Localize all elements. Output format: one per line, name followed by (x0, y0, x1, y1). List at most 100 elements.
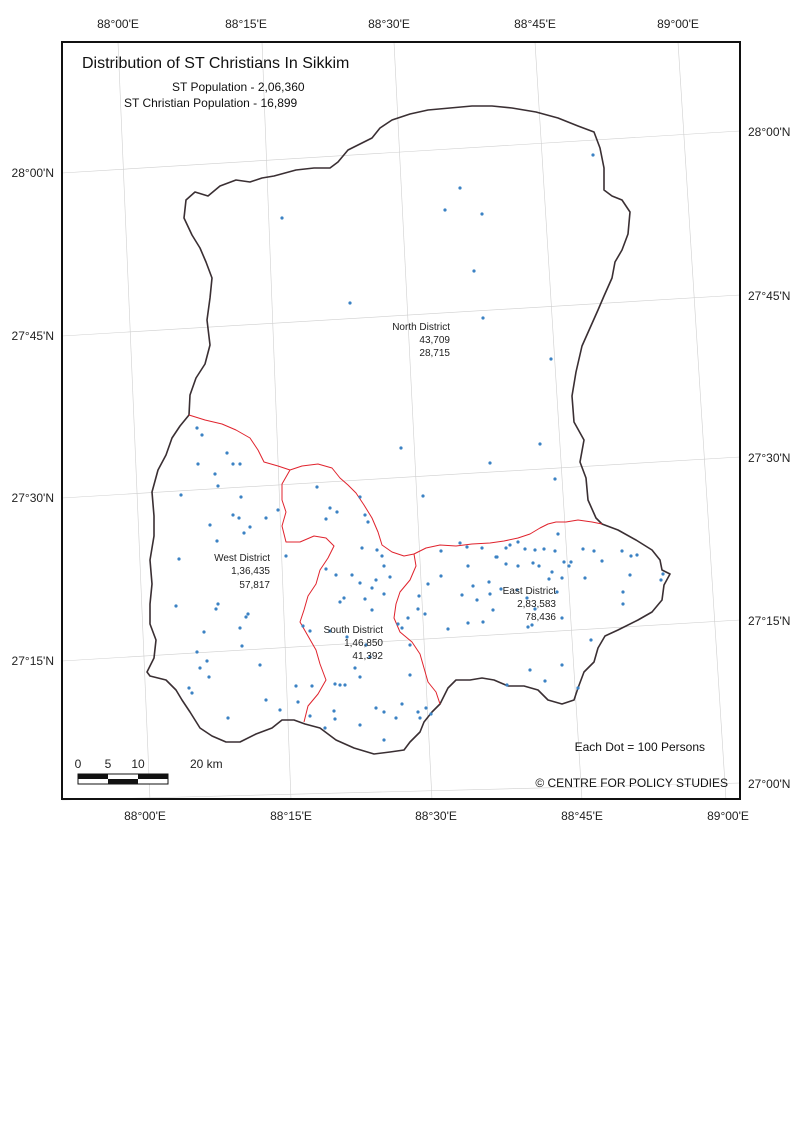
population-dot (661, 572, 665, 576)
scale-bar: 0 5 10 20 km (75, 757, 223, 785)
population-dot (358, 495, 362, 499)
population-dot (380, 554, 384, 558)
population-dot (542, 547, 546, 551)
district-population: 43,709 (419, 335, 450, 346)
population-dot (366, 520, 370, 524)
district-name: North District (392, 322, 450, 333)
population-dot (396, 622, 400, 626)
grid-line (61, 782, 741, 801)
population-dot (216, 484, 220, 488)
population-dot (195, 650, 199, 654)
population-dot (258, 663, 262, 667)
population-dot (264, 516, 268, 520)
population-dot (348, 301, 352, 305)
population-dot (439, 549, 443, 553)
population-dot (537, 564, 541, 568)
population-dot (382, 592, 386, 596)
population-dot (323, 726, 327, 730)
population-dot (196, 462, 200, 466)
district-name: East District (503, 586, 557, 597)
population-dot (345, 635, 349, 639)
population-dot (600, 559, 604, 563)
population-dot (350, 573, 354, 577)
population-dot (523, 547, 527, 551)
district-name: South District (324, 625, 384, 636)
christian-population-dots (174, 153, 665, 742)
grid-line (677, 41, 727, 801)
scale-label: 10 (131, 757, 145, 771)
population-dot (208, 523, 212, 527)
population-dot (214, 607, 218, 611)
population-dot (418, 716, 422, 720)
population-dot (629, 554, 633, 558)
population-dot (508, 543, 512, 547)
district-population: 1,36,435 (231, 566, 270, 577)
population-dot (195, 426, 199, 430)
population-dot (358, 581, 362, 585)
population-dot (213, 472, 217, 476)
population-dot (481, 620, 485, 624)
population-dot (458, 541, 462, 545)
population-dot (423, 612, 427, 616)
population-dot (466, 621, 470, 625)
population-dot (179, 493, 183, 497)
population-dot (248, 525, 252, 529)
credit-text: © CENTRE FOR POLICY STUDIES (535, 776, 728, 790)
grid-line (61, 294, 741, 337)
population-dot (550, 570, 554, 574)
boundary-north-west (188, 414, 415, 557)
population-dot (238, 462, 242, 466)
population-dot (363, 597, 367, 601)
district-label-west: West District 1,36,435 57,817 (214, 553, 270, 591)
population-dot (562, 560, 566, 564)
population-dot (481, 316, 485, 320)
population-dot (533, 607, 537, 611)
population-dot (382, 738, 386, 742)
dot-legend: Each Dot = 100 Persons (575, 740, 705, 754)
population-dot (531, 561, 535, 565)
bottom-tick-label: 88°30'E (415, 809, 457, 823)
population-dot (324, 517, 328, 521)
population-dot (308, 714, 312, 718)
map-frame (61, 41, 741, 800)
population-dot (202, 630, 206, 634)
population-dot (294, 684, 298, 688)
scale-bar-segment (138, 774, 168, 779)
scale-label: 0 (75, 757, 82, 771)
population-dot (301, 624, 305, 628)
population-dot (576, 686, 580, 690)
population-dot (480, 546, 484, 550)
boundary-north-east (413, 519, 603, 555)
population-dot (358, 675, 362, 679)
right-tick-label: 27°15'N (748, 614, 790, 628)
population-dot (475, 598, 479, 602)
population-dot (333, 682, 337, 686)
population-dot (374, 578, 378, 582)
population-dot (216, 602, 220, 606)
population-dot (465, 545, 469, 549)
population-dot (328, 629, 332, 633)
scale-bar-segment (108, 779, 138, 784)
population-dot (526, 625, 530, 629)
population-dot (278, 708, 282, 712)
population-dot (338, 683, 342, 687)
right-tick-label: 27°45'N (748, 289, 790, 303)
population-dot (239, 495, 243, 499)
population-dot (174, 604, 178, 608)
population-dot (296, 700, 300, 704)
district-christians: 28,715 (419, 348, 450, 359)
grid-line (61, 130, 741, 174)
population-dot (560, 576, 564, 580)
population-dot (659, 578, 663, 582)
population-dot (333, 717, 337, 721)
bottom-tick-label: 88°00'E (124, 809, 166, 823)
map-title: Distribution of ST Christians In Sikkim (82, 55, 349, 72)
population-dot (198, 666, 202, 670)
population-dot (338, 600, 342, 604)
population-dot (505, 683, 509, 687)
population-dot (400, 702, 404, 706)
population-dot (504, 546, 508, 550)
population-dot (556, 532, 560, 536)
bottom-tick-label: 88°45'E (561, 809, 603, 823)
